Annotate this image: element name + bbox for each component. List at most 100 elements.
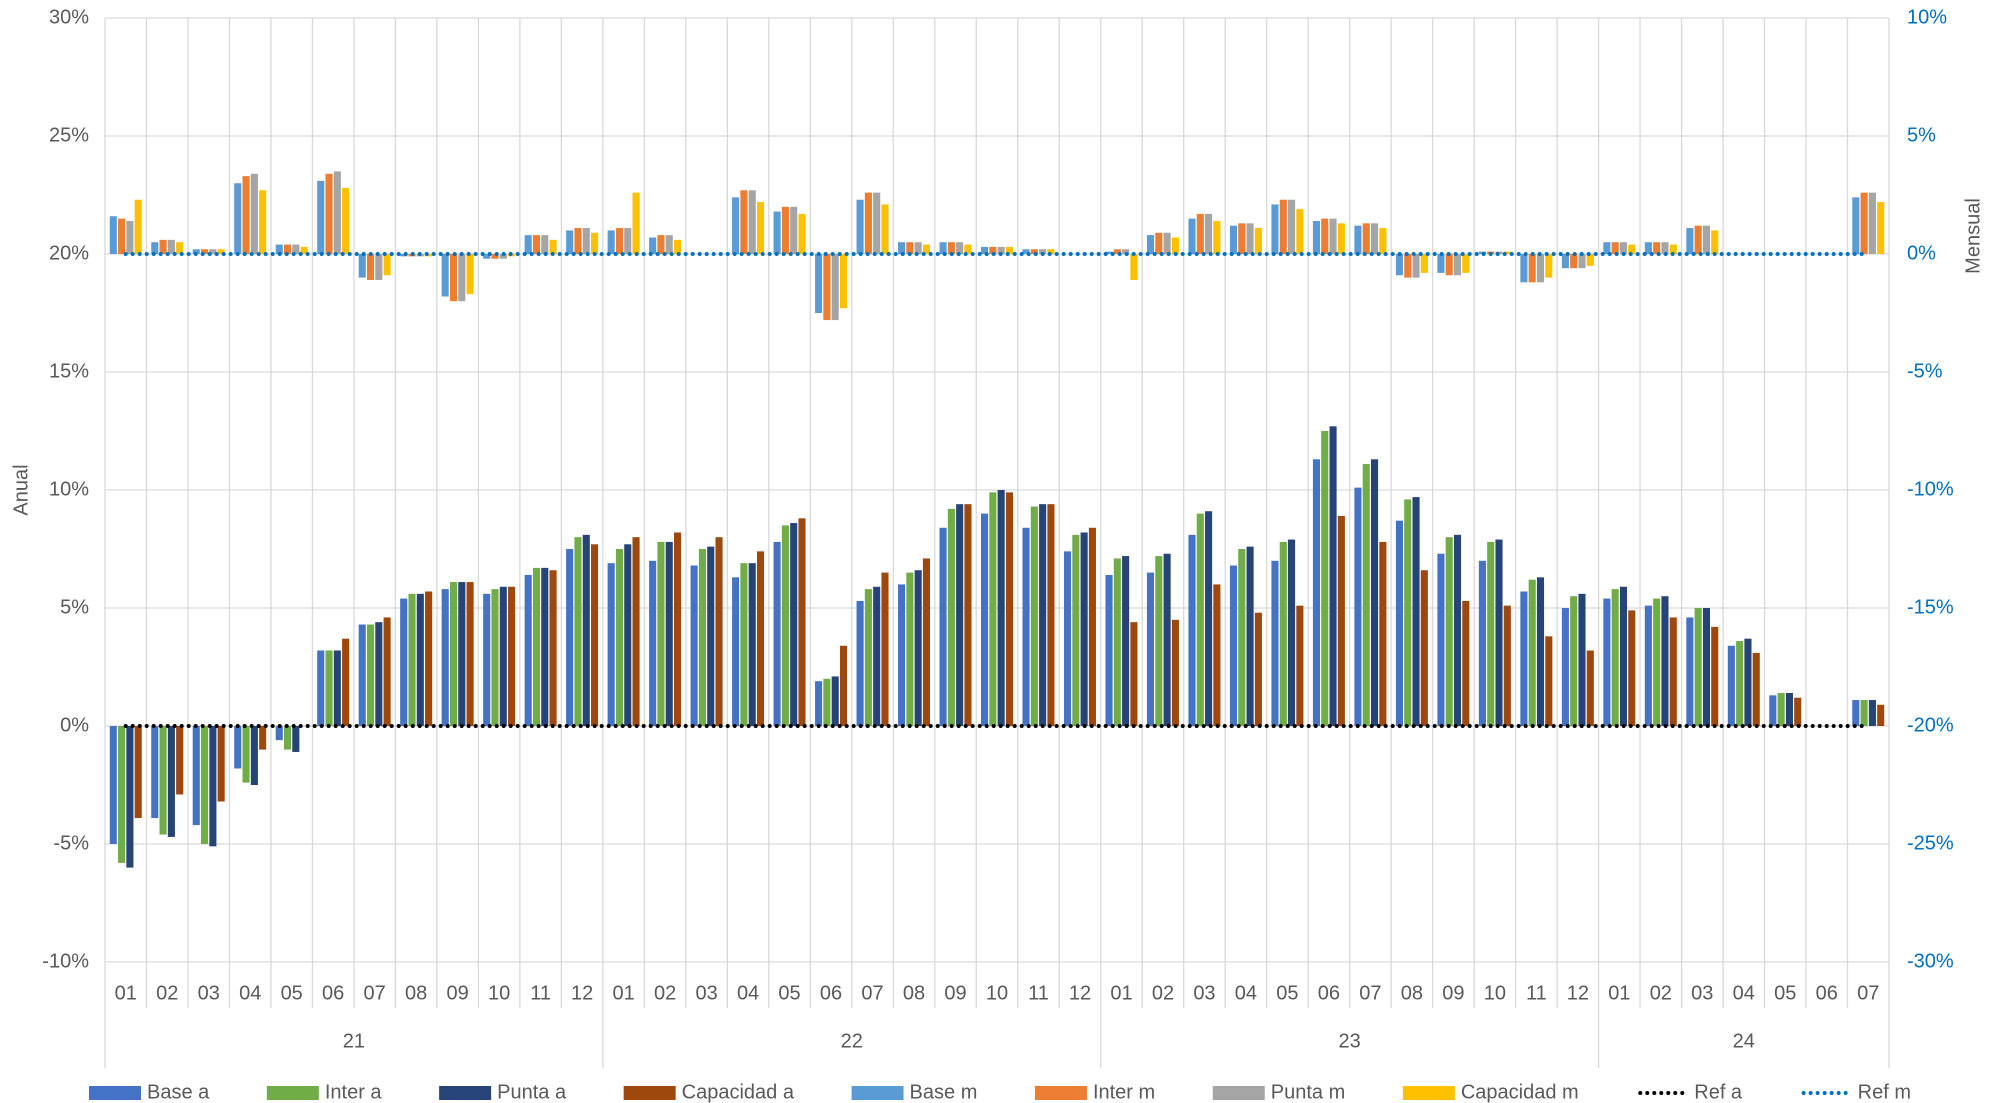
bar [176, 726, 184, 795]
bar [400, 598, 408, 726]
legend-label: Capacidad m [1461, 1081, 1579, 1103]
bar [1860, 192, 1868, 254]
bar [167, 239, 175, 254]
y2-tick-label: -30% [1907, 950, 1954, 972]
y-tick-label: -10% [42, 950, 89, 972]
x-tick-label: 01 [1110, 982, 1132, 1004]
bar [798, 213, 806, 254]
bar [466, 582, 474, 726]
bar [1362, 223, 1370, 254]
bar [881, 204, 889, 254]
bar [300, 246, 308, 254]
x-tick-label: 07 [1857, 982, 1879, 1004]
bar [624, 228, 632, 254]
bar [1578, 593, 1586, 726]
bar [1644, 605, 1652, 726]
legend-swatch [439, 1086, 492, 1100]
bar [1370, 459, 1379, 726]
bar [649, 560, 657, 726]
bar [134, 199, 142, 254]
bar [964, 504, 972, 726]
bar [1196, 213, 1204, 254]
bar [898, 242, 906, 254]
legend-swatch [89, 1086, 141, 1100]
bar [657, 235, 665, 254]
bar [1570, 596, 1578, 726]
y-tick-label: 15% [49, 360, 89, 382]
bar [698, 549, 706, 726]
bar [1395, 520, 1403, 726]
bar [657, 541, 665, 726]
bar [499, 586, 507, 726]
bar [1279, 199, 1287, 254]
legend-swatch [1034, 1086, 1087, 1100]
bar [1794, 697, 1802, 726]
bar [1536, 254, 1545, 283]
y2-tick-label: 5% [1907, 124, 1936, 146]
bar [1312, 220, 1321, 254]
bar [1478, 560, 1486, 726]
bar [1545, 254, 1553, 278]
bar [325, 650, 333, 726]
bar [1146, 235, 1155, 254]
bar [1122, 249, 1130, 254]
x-tick-label: 03 [695, 982, 717, 1004]
bar [624, 544, 632, 726]
bar [217, 726, 225, 802]
bar [242, 726, 250, 783]
bar [151, 242, 159, 254]
bar [1105, 574, 1113, 726]
bar [1205, 213, 1213, 254]
bar [292, 726, 300, 752]
bar [1561, 608, 1569, 726]
bar [524, 235, 532, 254]
x-tick-label: 03 [198, 982, 220, 1004]
bar [466, 254, 474, 295]
bar [449, 254, 458, 302]
bar [566, 549, 574, 726]
bar [1711, 230, 1719, 254]
bar [673, 532, 682, 726]
bar [632, 192, 640, 254]
y-tick-label: 20% [49, 242, 89, 264]
bar [1354, 225, 1362, 254]
bar [1213, 220, 1221, 254]
x-tick-label: 12 [1567, 982, 1589, 1004]
legend-swatch [1402, 1086, 1455, 1100]
bar [1171, 237, 1179, 254]
x-tick-label: 02 [654, 982, 676, 1004]
bar [981, 513, 989, 726]
x-tick-label: 05 [778, 982, 800, 1004]
legend-swatch [266, 1086, 319, 1100]
bar [740, 563, 748, 726]
bar [1462, 254, 1470, 273]
bar [732, 577, 740, 726]
bar [798, 518, 806, 726]
bar [284, 244, 292, 254]
bar [1279, 541, 1287, 726]
bar [1653, 242, 1661, 254]
bar [1171, 619, 1179, 726]
bar [1188, 534, 1196, 726]
bar [1130, 622, 1138, 726]
bar [939, 242, 947, 254]
bar [831, 676, 839, 726]
bar [1005, 246, 1013, 254]
bar [425, 254, 433, 257]
bar [1395, 254, 1403, 276]
x-tick-label: 10 [986, 982, 1008, 1004]
bar [126, 220, 134, 254]
bar [1520, 591, 1528, 726]
y2-tick-label: -25% [1907, 832, 1954, 854]
bar [1030, 506, 1038, 726]
x-group-label: 23 [1339, 1030, 1361, 1052]
bar [1860, 700, 1868, 726]
bar [956, 504, 964, 726]
bar [831, 254, 839, 321]
bar [1412, 254, 1420, 278]
bar [1213, 584, 1221, 726]
bar [690, 565, 698, 726]
bar [126, 726, 134, 868]
bar [1370, 223, 1379, 254]
